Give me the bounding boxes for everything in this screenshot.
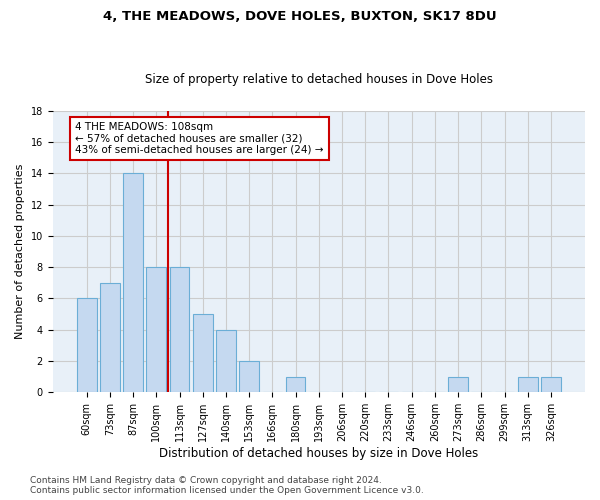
Bar — [170, 267, 190, 392]
Bar — [541, 376, 561, 392]
Bar — [193, 314, 212, 392]
Bar — [100, 283, 120, 393]
Bar — [239, 361, 259, 392]
Text: 4 THE MEADOWS: 108sqm
← 57% of detached houses are smaller (32)
43% of semi-deta: 4 THE MEADOWS: 108sqm ← 57% of detached … — [75, 122, 323, 155]
Bar — [216, 330, 236, 392]
Bar — [146, 267, 166, 392]
Text: 4, THE MEADOWS, DOVE HOLES, BUXTON, SK17 8DU: 4, THE MEADOWS, DOVE HOLES, BUXTON, SK17… — [103, 10, 497, 23]
Bar — [123, 174, 143, 392]
Bar — [286, 376, 305, 392]
Bar — [518, 376, 538, 392]
Y-axis label: Number of detached properties: Number of detached properties — [15, 164, 25, 339]
X-axis label: Distribution of detached houses by size in Dove Holes: Distribution of detached houses by size … — [159, 447, 478, 460]
Bar — [77, 298, 97, 392]
Title: Size of property relative to detached houses in Dove Holes: Size of property relative to detached ho… — [145, 73, 493, 86]
Text: Contains HM Land Registry data © Crown copyright and database right 2024.
Contai: Contains HM Land Registry data © Crown c… — [30, 476, 424, 495]
Bar — [448, 376, 468, 392]
